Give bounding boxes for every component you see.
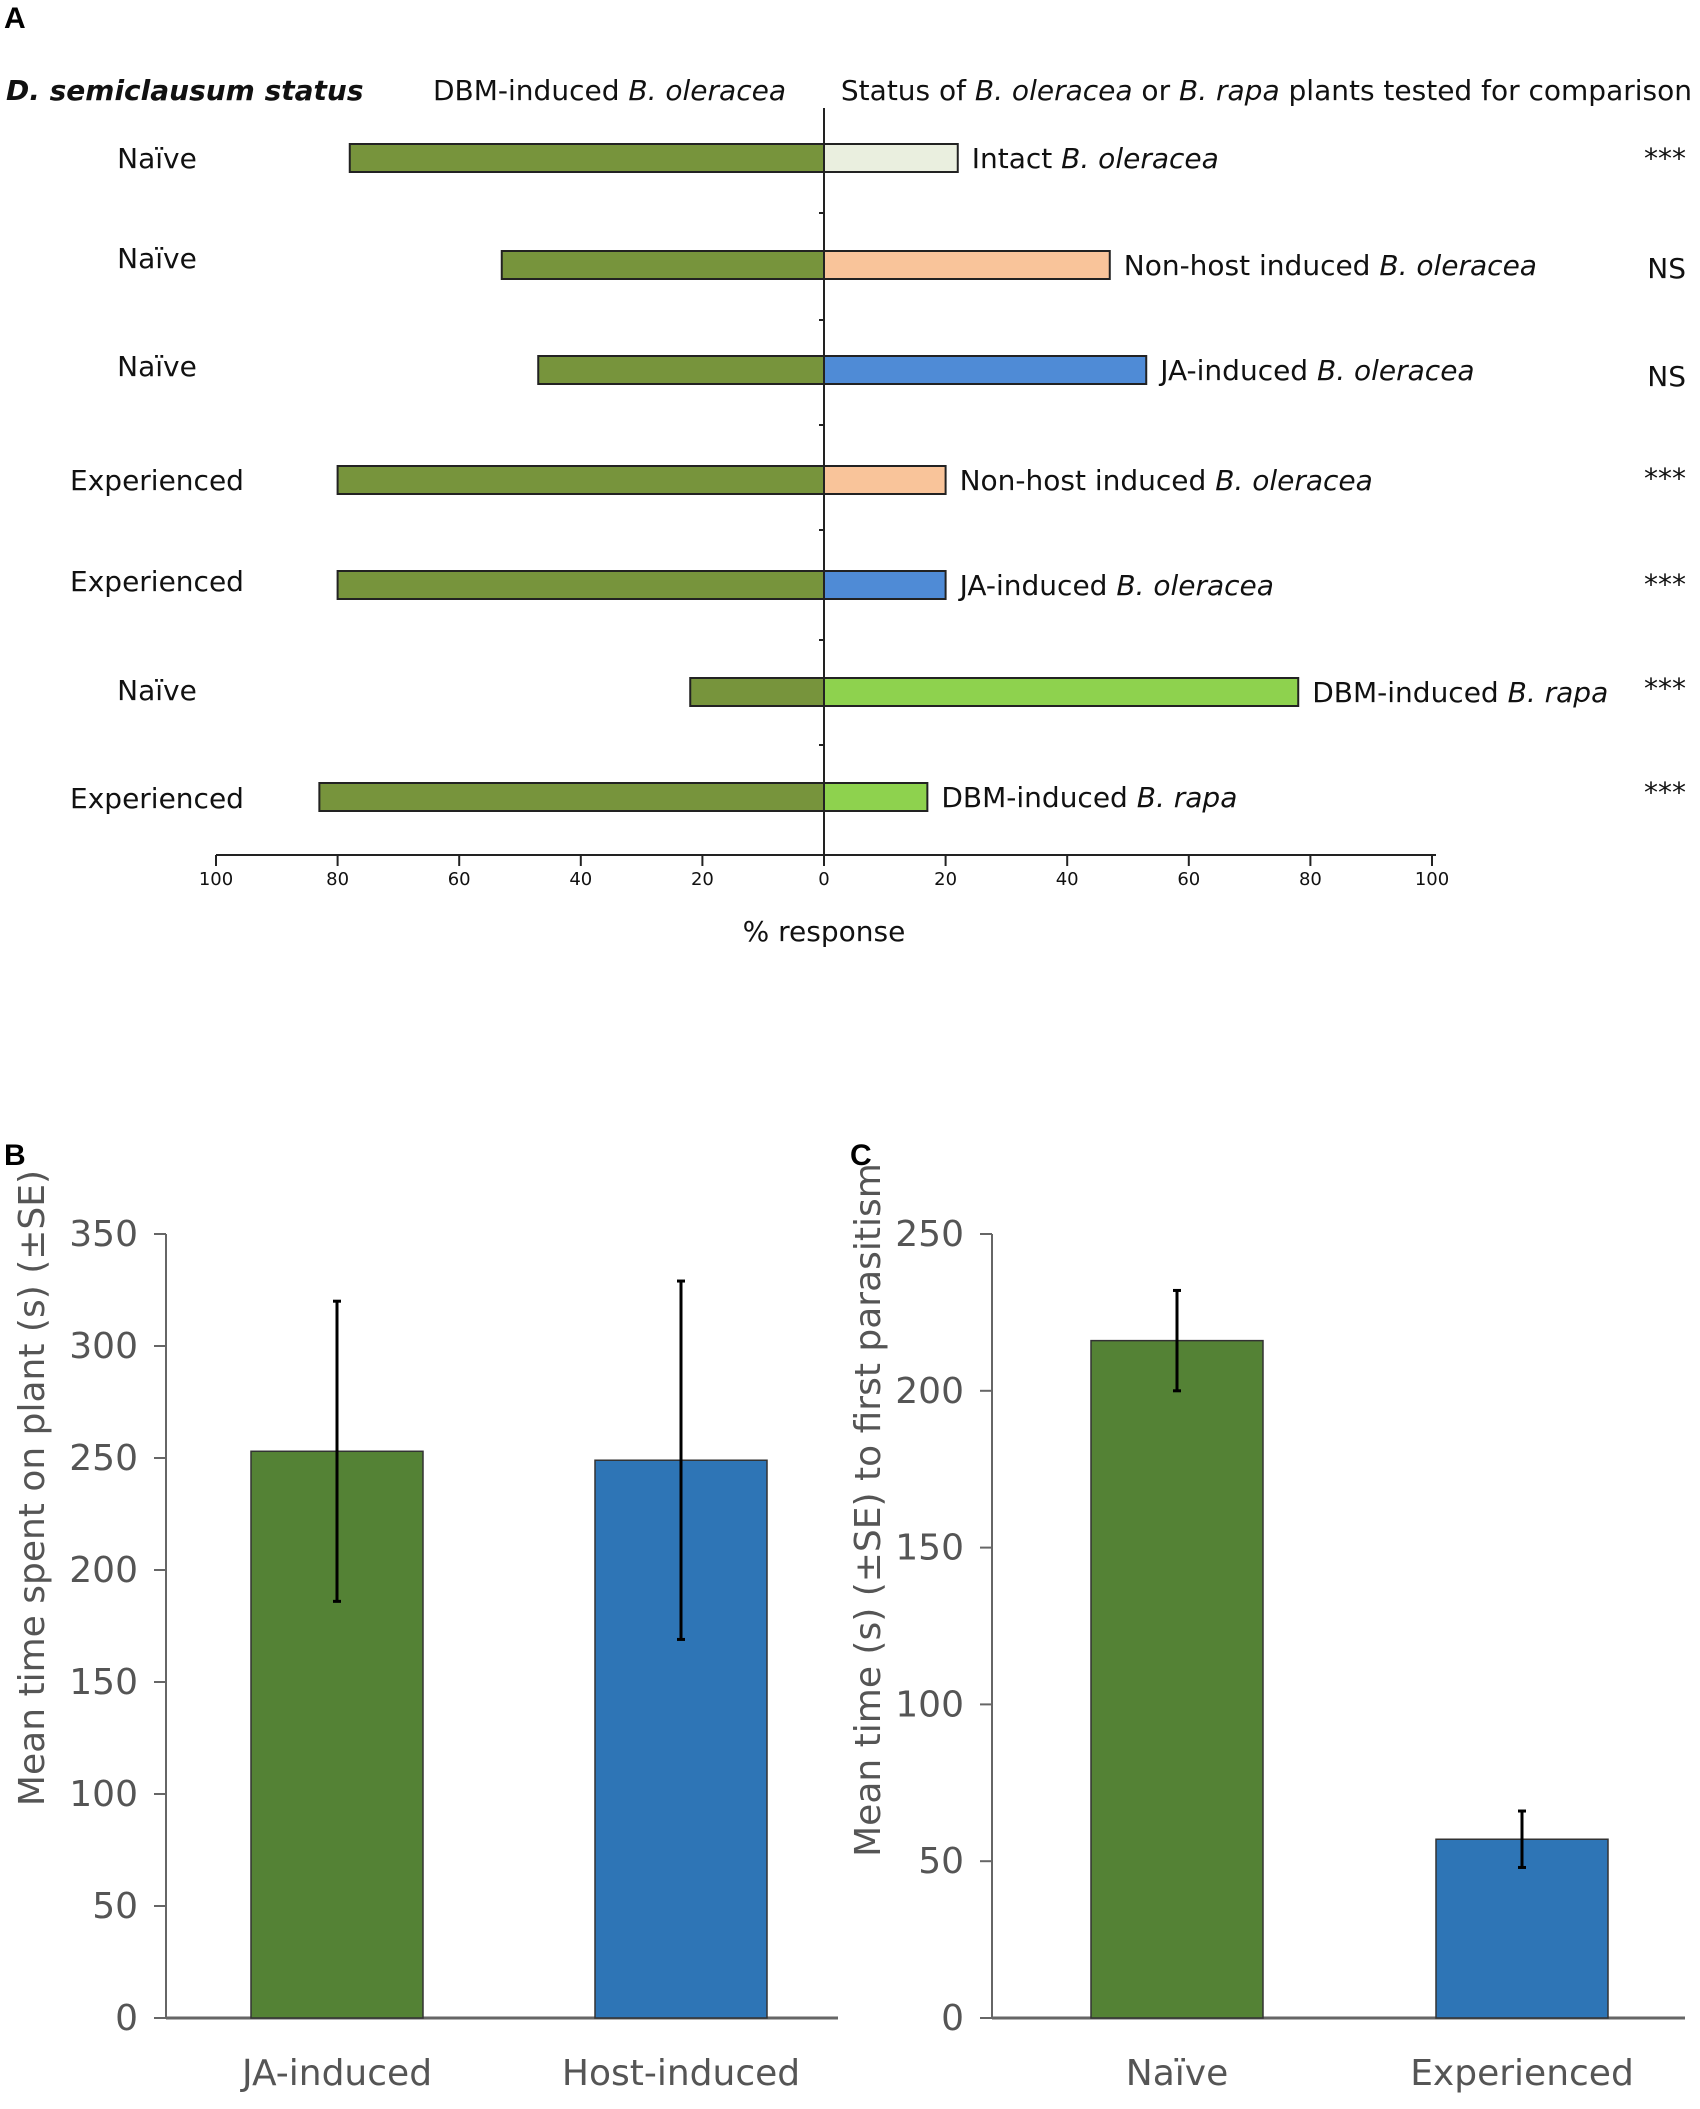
panel-b-y-axis-title: Mean time spent on plant (s) (±SE) — [12, 1170, 53, 1806]
panel-a-rows: Naïve Intact B. oleracea *** Naïve Non-host … — [70, 142, 1686, 815]
category-label: Experienced — [1410, 2053, 1634, 2094]
bar-right-row-4 — [823, 465, 947, 495]
bar-na-ve — [1090, 1339, 1264, 2019]
x-tick-label: 20 — [934, 869, 957, 890]
comparison-label-row-6: DBM-induced B. rapa — [1312, 676, 1608, 709]
x-tick-label: 40 — [569, 869, 592, 890]
y-tick-label: 300 — [69, 1326, 138, 1367]
status-label-row-5: Experienced — [70, 565, 244, 598]
significance-label-row-4: *** — [1644, 462, 1686, 495]
comparison-label-row-1: Intact B. oleracea — [972, 142, 1219, 175]
panel-a-ticks: 100 80 60 40 20 0 20 40 60 80 100 — [199, 212, 1449, 890]
bar-right-row-2 — [823, 250, 1111, 280]
bar-left-row-6 — [689, 677, 825, 707]
panel-b-letter: B — [4, 1139, 26, 1172]
bar-right-row-5 — [823, 570, 947, 600]
y-tick-label: 250 — [69, 1438, 138, 1479]
y-tick-label: 100 — [895, 1684, 964, 1725]
bar-experienced — [1435, 1838, 1609, 2019]
panel-a-letter: A — [4, 2, 26, 35]
left-column-header: DBM-induced B. oleracea — [433, 74, 786, 107]
status-column-header: D. semiclausum status — [6, 74, 364, 107]
bar-right-row-7 — [823, 782, 929, 812]
x-tick-label: 60 — [448, 869, 471, 890]
x-tick-label: 60 — [1177, 869, 1200, 890]
y-tick-label: 350 — [69, 1214, 138, 1255]
status-label-row-7: Experienced — [70, 782, 244, 815]
status-label-row-2: Naïve — [117, 242, 197, 275]
category-label: Naïve — [1126, 2053, 1228, 2094]
status-label-row-1: Naïve — [117, 142, 197, 175]
comparison-label-row-5: JA-induced B. oleracea — [958, 569, 1274, 602]
bar-right-row-1 — [823, 143, 959, 173]
y-tick-label: 200 — [69, 1550, 138, 1591]
comparison-label-row-2: Non-host induced B. oleracea — [1124, 249, 1537, 282]
bar-left-row-1 — [348, 143, 825, 173]
comparison-label-row-3: JA-induced B. oleracea — [1158, 354, 1474, 387]
comparison-label-row-4: Non-host induced B. oleracea — [960, 464, 1373, 497]
y-tick-label: 0 — [115, 1998, 138, 2039]
y-tick-label: 50 — [92, 1886, 138, 1927]
bar-left-row-7 — [318, 782, 825, 812]
comparison-label-row-7: DBM-induced B. rapa — [941, 781, 1237, 814]
panel-a-x-axis-title: % response — [743, 915, 906, 948]
significance-label-row-2: NS — [1647, 252, 1686, 285]
x-tick-label: 0 — [818, 869, 829, 890]
category-label: Host-induced — [562, 2053, 800, 2094]
bar-right-row-3 — [823, 355, 1148, 385]
significance-label-row-1: *** — [1644, 142, 1686, 175]
significance-label-row-6: *** — [1644, 672, 1686, 705]
y-tick-label: 150 — [69, 1662, 138, 1703]
x-tick-label: 80 — [1299, 869, 1322, 890]
category-label: JA-induced — [240, 2053, 432, 2094]
panel-c-y-axis-title: Mean time (s) (±SE) to first parasitism — [848, 1163, 889, 1857]
x-tick-label: 100 — [199, 869, 233, 890]
x-tick-label: 80 — [326, 869, 349, 890]
x-tick-label: 20 — [691, 869, 714, 890]
bar-left-row-4 — [336, 465, 825, 495]
bar-left-row-3 — [537, 355, 825, 385]
panel-c-letter: C — [850, 1139, 872, 1172]
y-tick-label: 150 — [895, 1528, 964, 1569]
y-tick-label: 250 — [895, 1214, 964, 1255]
y-tick-label: 200 — [895, 1371, 964, 1412]
panel-b-chart: 0 50 100 150 200 250 300 350 JA-induced Host-indu… — [69, 1214, 838, 2094]
right-column-header: Status of B. oleracea or B. rapa plants … — [841, 74, 1692, 107]
status-label-row-4: Experienced — [70, 464, 244, 497]
x-tick-label: 40 — [1056, 869, 1079, 890]
y-tick-label: 100 — [69, 1774, 138, 1815]
panel-c-chart: 0 50 100 150 200 250 Naïve Experienced — [895, 1214, 1685, 2094]
significance-label-row-5: *** — [1644, 568, 1686, 601]
y-tick-label: 50 — [918, 1841, 964, 1882]
status-label-row-3: Naïve — [117, 350, 197, 383]
significance-label-row-7: *** — [1644, 776, 1686, 809]
bar-left-row-2 — [500, 250, 825, 280]
status-label-row-6: Naïve — [117, 674, 197, 707]
significance-label-row-3: NS — [1647, 360, 1686, 393]
bar-right-row-6 — [823, 677, 1300, 707]
y-tick-label: 0 — [941, 1998, 964, 2039]
x-tick-label: 100 — [1415, 869, 1449, 890]
bar-left-row-5 — [336, 570, 825, 600]
